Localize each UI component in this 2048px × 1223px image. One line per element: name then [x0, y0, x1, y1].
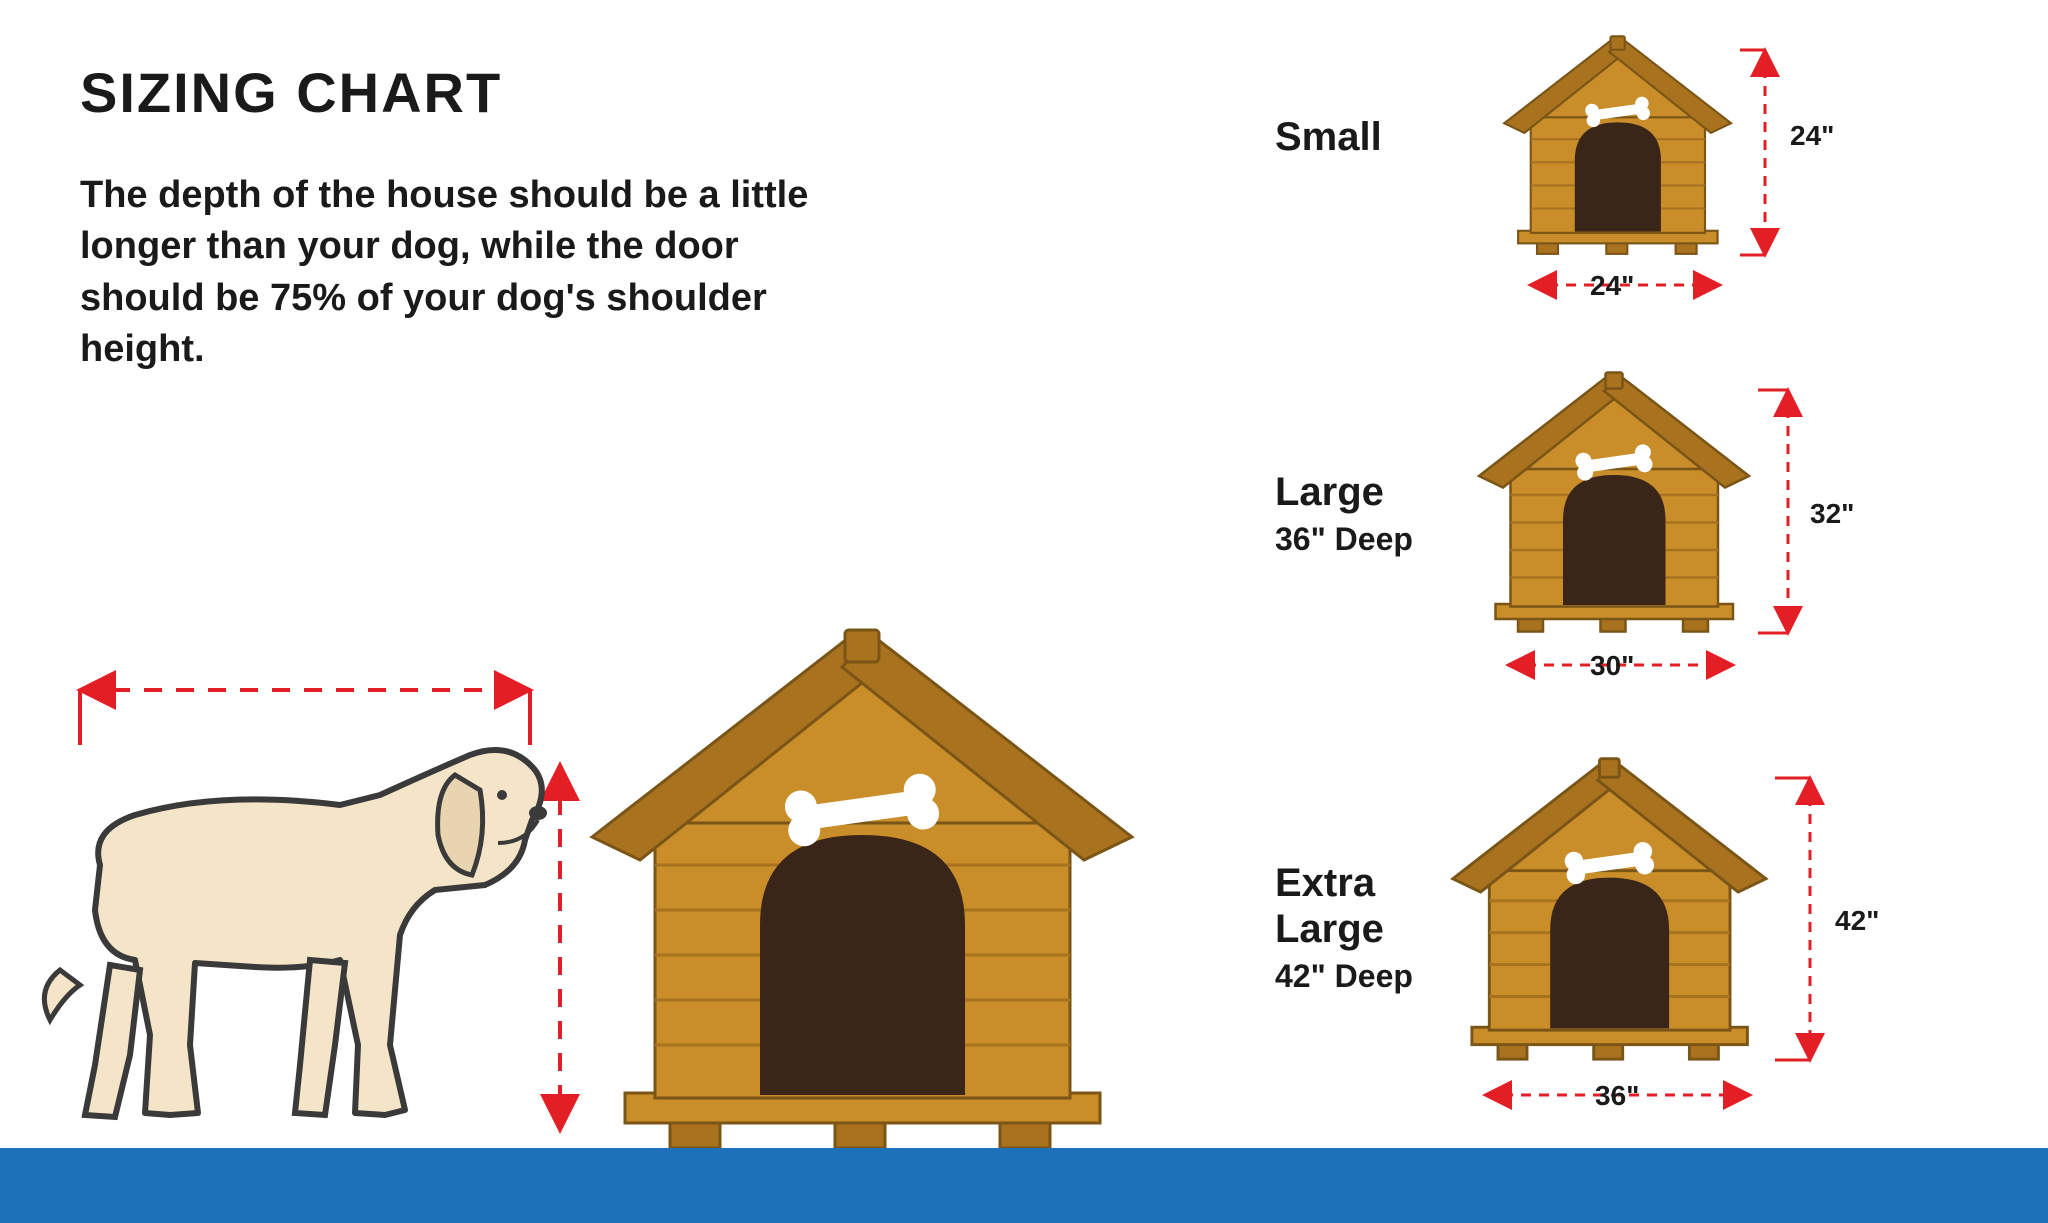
dim-large-width: 30" — [1590, 650, 1634, 682]
dim-xl-width: 36" — [1595, 1080, 1639, 1112]
main-doghouse — [592, 630, 1132, 1148]
dog-illustration — [44, 750, 547, 1117]
description-text: The depth of the house should be a littl… — [80, 170, 850, 375]
size-label-large: Large 36" Deep — [1275, 470, 1413, 558]
dim-large-height: 32" — [1810, 498, 1854, 530]
doghouse-small — [1495, 30, 1865, 350]
dim-small-height: 24" — [1790, 120, 1834, 152]
size-label-small: Small — [1275, 115, 1382, 166]
doghouse-xl — [1440, 750, 1910, 1150]
doghouse-large — [1468, 365, 1888, 725]
ground-bar — [0, 1148, 2048, 1223]
page-title: SIZING CHART — [80, 60, 502, 125]
main-illustration — [20, 520, 1270, 1170]
dim-small-width: 24" — [1590, 270, 1634, 302]
dim-xl-height: 42" — [1835, 905, 1879, 937]
size-label-xl: Extra Large 42" Deep — [1275, 860, 1413, 995]
